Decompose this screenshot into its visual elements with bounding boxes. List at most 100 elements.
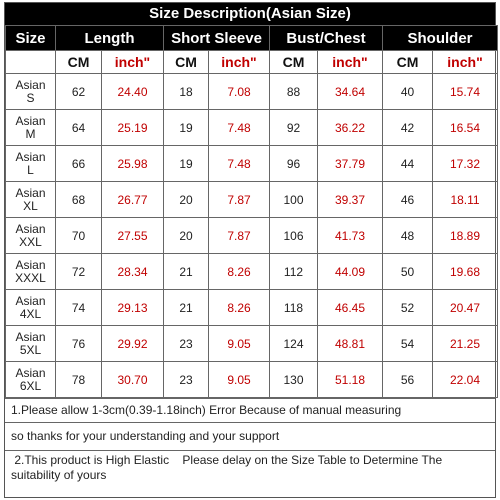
size-label-line1: Asian (15, 221, 46, 236)
size-label-line1: Asian (15, 77, 46, 92)
shoulder-inch-cell: 16.54 (431, 109, 499, 146)
table-row: Asian XXXL 72 28.34 21 8.26 112 44.09 50 19.68 (5, 253, 499, 290)
unit-cm: CM (163, 50, 209, 74)
size-cell: Asian 5XL (5, 325, 56, 362)
size-cell: Asian XXXL (5, 253, 56, 290)
sleeve-inch-cell: 7.48 (208, 109, 270, 146)
length-inch-cell: 29.13 (101, 289, 164, 326)
length-cm-cell: 78 (55, 361, 102, 398)
bust-inch-cell: 44.09 (317, 253, 383, 290)
length-cm-cell: 64 (55, 109, 102, 146)
bust-cm-cell: 118 (269, 289, 318, 326)
size-table: Size Length Short Sleeve Bust/Chest Shou… (5, 25, 499, 398)
length-cm-cell: 68 (55, 181, 102, 218)
shoulder-inch-cell: 17.32 (431, 145, 499, 182)
sleeve-cm-cell: 21 (163, 253, 209, 290)
unit-cm: CM (269, 50, 318, 74)
length-cm-cell: 70 (55, 217, 102, 254)
shoulder-inch-cell: 20.47 (431, 289, 499, 326)
size-label-line1: Asian (15, 257, 46, 272)
length-inch-cell: 30.70 (101, 361, 164, 398)
table-row: Asian 6XL 78 30.70 23 9.05 130 51.18 56 22.04 (5, 361, 499, 398)
shoulder-cm-cell: 56 (382, 361, 433, 398)
shoulder-cm-cell: 42 (382, 109, 433, 146)
shoulder-cm-cell: 40 (382, 73, 433, 110)
sleeve-inch-cell: 8.26 (208, 289, 270, 326)
length-cm-cell: 62 (55, 73, 102, 110)
bust-inch-cell: 41.73 (317, 217, 383, 254)
sleeve-inch-cell: 7.48 (208, 145, 270, 182)
table-row: Asian XL 68 26.77 20 7.87 100 39.37 46 18.11 (5, 181, 499, 218)
size-label-line1: Asian (15, 293, 46, 308)
note-elastic: 2.This product is High Elastic Please de… (11, 453, 446, 482)
unit-inch: inch" (431, 50, 499, 74)
bust-inch-cell: 46.45 (317, 289, 383, 326)
bust-cm-cell: 124 (269, 325, 318, 362)
unit-inch: inch" (101, 50, 164, 74)
table-row: Asian L 66 25.98 19 7.48 96 37.79 44 17.32 (5, 145, 499, 182)
note-thanks: so thanks for your understanding and you… (5, 423, 495, 451)
size-cell: Asian 4XL (5, 289, 56, 326)
table-row: Asian S 62 24.40 18 7.08 88 34.64 40 15.74 (5, 73, 499, 110)
unit-inch: inch" (317, 50, 383, 74)
length-cm-cell: 74 (55, 289, 102, 326)
shoulder-inch-cell: 19.68 (431, 253, 499, 290)
size-label-line1: Asian (15, 113, 46, 128)
shoulder-cm-cell: 50 (382, 253, 433, 290)
shoulder-inch-cell: 18.89 (431, 217, 499, 254)
size-label-line2: 5XL (19, 342, 42, 357)
bust-cm-cell: 112 (269, 253, 318, 290)
sleeve-cm-cell: 20 (163, 181, 209, 218)
sleeve-cm-cell: 19 (163, 145, 209, 182)
length-cm-cell: 66 (55, 145, 102, 182)
size-rows: Asian S 62 24.40 18 7.08 88 34.64 40 15.74 Asian M 6… (5, 73, 499, 398)
header-row: Size Length Short Sleeve Bust/Chest Shou… (5, 25, 499, 51)
unit-cm: CM (382, 50, 433, 74)
size-label-line2: 4XL (19, 306, 42, 321)
header-size: Size (5, 25, 56, 51)
notes: 1.Please allow 1-3cm(0.39-1.18inch) Erro… (5, 398, 495, 487)
bust-inch-cell: 51.18 (317, 361, 383, 398)
note-error-allowance: 1.Please allow 1-3cm(0.39-1.18inch) Erro… (5, 399, 495, 423)
sleeve-cm-cell: 19 (163, 109, 209, 146)
size-cell: Asian 6XL (5, 361, 56, 398)
length-inch-cell: 29.92 (101, 325, 164, 362)
shoulder-cm-cell: 54 (382, 325, 433, 362)
header-short-sleeve: Short Sleeve (163, 25, 270, 51)
size-cell: Asian S (5, 73, 56, 110)
sleeve-inch-cell: 7.87 (208, 217, 270, 254)
shoulder-inch-cell: 18.11 (431, 181, 499, 218)
shoulder-inch-cell: 22.04 (431, 361, 499, 398)
sleeve-inch-cell: 9.05 (208, 325, 270, 362)
length-inch-cell: 25.98 (101, 145, 164, 182)
size-label-line1: Asian (15, 149, 46, 164)
shoulder-cm-cell: 44 (382, 145, 433, 182)
shoulder-cm-cell: 52 (382, 289, 433, 326)
header-length: Length (55, 25, 164, 51)
bust-cm-cell: 92 (269, 109, 318, 146)
sleeve-inch-cell: 7.08 (208, 73, 270, 110)
size-label-line2: 6XL (19, 378, 42, 393)
size-label-line1: Asian (15, 185, 46, 200)
size-cell: Asian L (5, 145, 56, 182)
length-inch-cell: 26.77 (101, 181, 164, 218)
sleeve-inch-cell: 9.05 (208, 361, 270, 398)
header-bust: Bust/Chest (269, 25, 383, 51)
bust-inch-cell: 48.81 (317, 325, 383, 362)
size-label-line2: XXXL (15, 270, 46, 285)
shoulder-cm-cell: 48 (382, 217, 433, 254)
table-row: Asian 5XL 76 29.92 23 9.05 124 48.81 54 21.25 (5, 325, 499, 362)
table-row: Asian M 64 25.19 19 7.48 92 36.22 42 16.54 (5, 109, 499, 146)
size-chart-title: Size Description(Asian Size) (5, 3, 495, 25)
sleeve-cm-cell: 23 (163, 361, 209, 398)
length-cm-cell: 72 (55, 253, 102, 290)
sleeve-cm-cell: 23 (163, 325, 209, 362)
length-inch-cell: 27.55 (101, 217, 164, 254)
size-label-line1: Asian (15, 329, 46, 344)
unit-inch: inch" (208, 50, 270, 74)
unit-row: CM inch" CM inch" CM inch" CM inch" (5, 50, 499, 74)
unit-blank (5, 50, 56, 74)
shoulder-inch-cell: 21.25 (431, 325, 499, 362)
bust-inch-cell: 37.79 (317, 145, 383, 182)
bust-cm-cell: 100 (269, 181, 318, 218)
